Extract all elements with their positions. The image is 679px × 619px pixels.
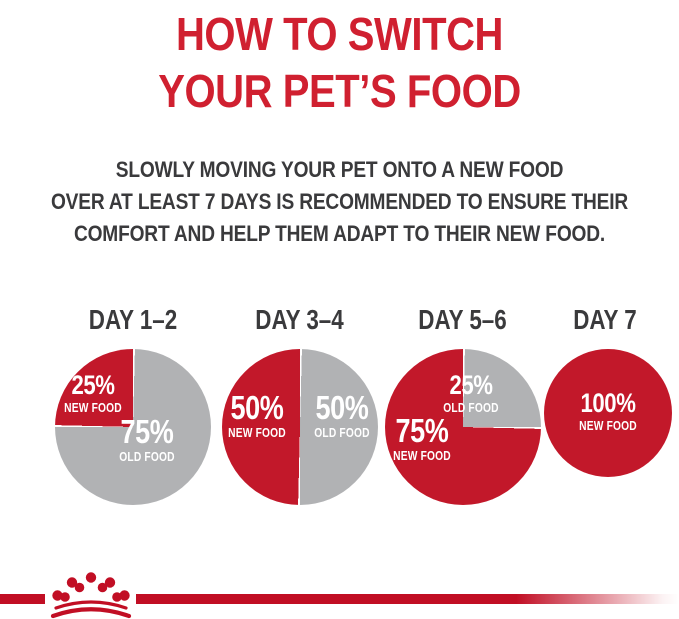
subtitle-line-1: SLOWLY MOVING YOUR PET ONTO A NEW FOOD [115, 157, 564, 182]
old-food-percentage: 75% [120, 412, 174, 450]
day-3-4-column: DAY 3–4 50% NEW FOOD 50% OLD FOOD [218, 304, 381, 505]
title-line-2: YOUR PET’S FOOD [158, 65, 521, 117]
title-line-1: HOW TO SWITCH [175, 8, 504, 60]
old-food-percentage: 25% [449, 370, 493, 401]
day-1-2-column: DAY 1–2 25% NEW FOOD 75% OLD FOOD [48, 304, 218, 505]
day-3-4-heading: DAY 3–4 [255, 304, 344, 335]
new-food-caption: NEW FOOD [228, 426, 287, 441]
old-food-caption: OLD FOOD [119, 449, 175, 464]
pie-chart-day-5-6: 25% OLD FOOD 75% NEW FOOD [384, 349, 541, 505]
subtitle-line-2: OVER AT LEAST 7 DAYS IS RECOMMENDED TO E… [50, 189, 629, 214]
new-food-percentage: 25% [71, 370, 116, 401]
new-food-slice-label: 100% NEW FOOD [579, 387, 637, 433]
new-food-caption: NEW FOOD [579, 418, 637, 433]
old-food-slice-label: 50% OLD FOOD [314, 391, 369, 440]
new-food-slice-label: 75% NEW FOOD [393, 414, 451, 463]
old-food-slice-label: 25% OLD FOOD [443, 372, 498, 415]
new-food-slice-label: 25% NEW FOOD [64, 372, 122, 415]
day-1-2-heading: DAY 1–2 [88, 304, 178, 335]
day-5-6-column: DAY 5–6 25% OLD FOOD 75% NEW FOOD [381, 304, 544, 505]
red-accent-bar-right [136, 594, 679, 604]
pie-chart-day-7: 100% NEW FOOD [544, 349, 672, 477]
pie-chart-day-1-2: 25% NEW FOOD 75% OLD FOOD [55, 349, 211, 505]
new-food-percentage: 50% [230, 389, 284, 427]
old-food-percentage: 50% [315, 389, 369, 427]
red-accent-bar-left [0, 594, 45, 604]
transition-schedule-chart-row: DAY 1–2 25% NEW FOOD 75% OLD FOOD DAY 3–… [48, 304, 672, 505]
day-7-column: DAY 7 100% NEW FOOD [544, 304, 672, 477]
new-food-caption: NEW FOOD [64, 401, 123, 416]
subtitle-line-3: COMFORT AND HELP THEM ADAPT TO THEIR NEW… [73, 221, 606, 246]
old-food-slice-label: 75% OLD FOOD [119, 414, 174, 463]
page-subtitle: SLOWLY MOVING YOUR PET ONTO A NEW FOOD O… [44, 154, 635, 250]
new-food-slice-label: 50% NEW FOOD [229, 391, 287, 440]
new-food-percentage: 100% [580, 387, 636, 418]
day-5-6-heading: DAY 5–6 [418, 304, 507, 335]
new-food-caption: NEW FOOD [393, 448, 451, 463]
new-food-percentage: 75% [395, 411, 449, 449]
royal-canin-crown-logo-icon [50, 572, 132, 619]
old-food-caption: OLD FOOD [313, 426, 370, 441]
page-title: HOW TO SWITCH YOUR PET’S FOOD [44, 0, 635, 120]
day-7-heading: DAY 7 [573, 304, 637, 335]
pie-chart-day-3-4: 50% NEW FOOD 50% OLD FOOD [221, 349, 378, 505]
old-food-caption: OLD FOOD [443, 401, 499, 416]
